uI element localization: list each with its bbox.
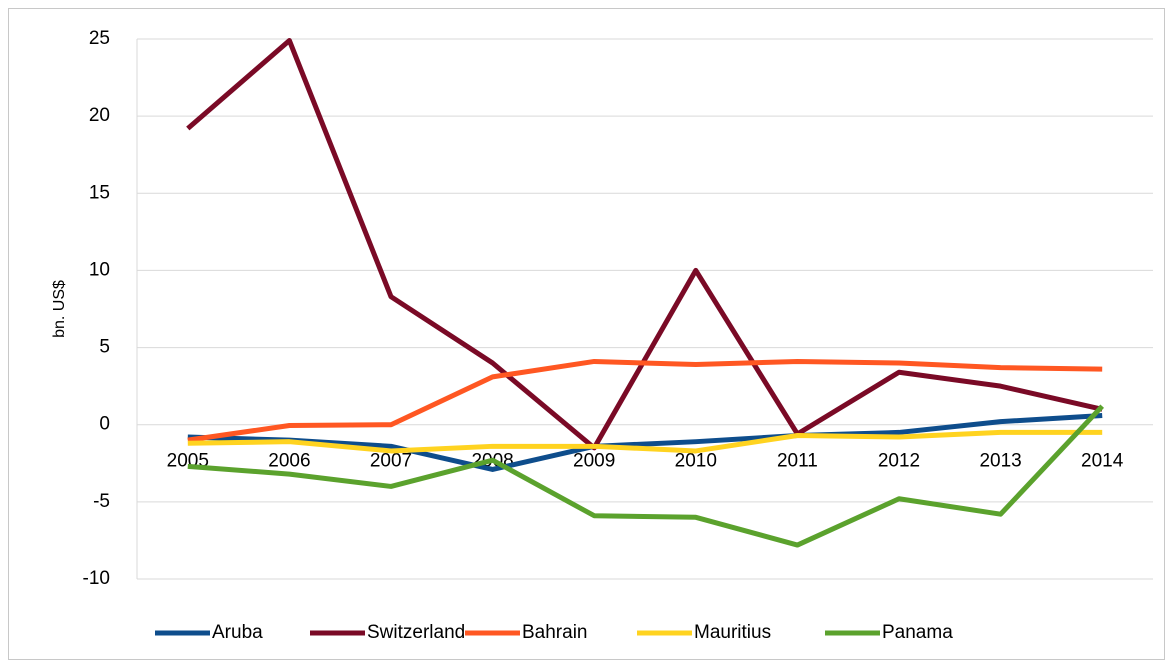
- y-tick-label: -5: [93, 491, 110, 512]
- series-line: [187, 358, 1103, 443]
- y-tick-label: 15: [89, 182, 110, 203]
- y-tick-label: 10: [89, 259, 110, 280]
- x-tick-label: 2006: [268, 451, 310, 472]
- series-line: [187, 429, 1103, 454]
- legend-label: Mauritius: [694, 622, 771, 643]
- x-tick-label: 2013: [979, 451, 1021, 472]
- y-tick-label: 25: [89, 28, 110, 49]
- x-tick-label: 2011: [777, 451, 818, 472]
- series-line: [186, 38, 1103, 451]
- x-tick-label: 2014: [1081, 451, 1124, 472]
- x-tick-label: 2012: [878, 451, 920, 472]
- legend-label: Switzerland: [367, 622, 465, 643]
- legend-label: Panama: [882, 622, 953, 643]
- chart-border: [8, 8, 1165, 660]
- y-tick-label: 20: [89, 105, 110, 126]
- y-tick-label: 5: [99, 337, 110, 358]
- legend-label: Aruba: [212, 622, 263, 643]
- series-line: [187, 412, 1103, 472]
- x-tick-label: 2010: [675, 451, 717, 472]
- legend-label: Bahrain: [522, 622, 588, 643]
- y-axis-title: bn. US$: [51, 280, 68, 338]
- series-line: [187, 404, 1105, 548]
- x-tick-label: 2009: [573, 451, 615, 472]
- x-tick-label: 2007: [370, 451, 412, 472]
- y-tick-label: -10: [83, 568, 110, 589]
- y-tick-label: 0: [99, 414, 110, 435]
